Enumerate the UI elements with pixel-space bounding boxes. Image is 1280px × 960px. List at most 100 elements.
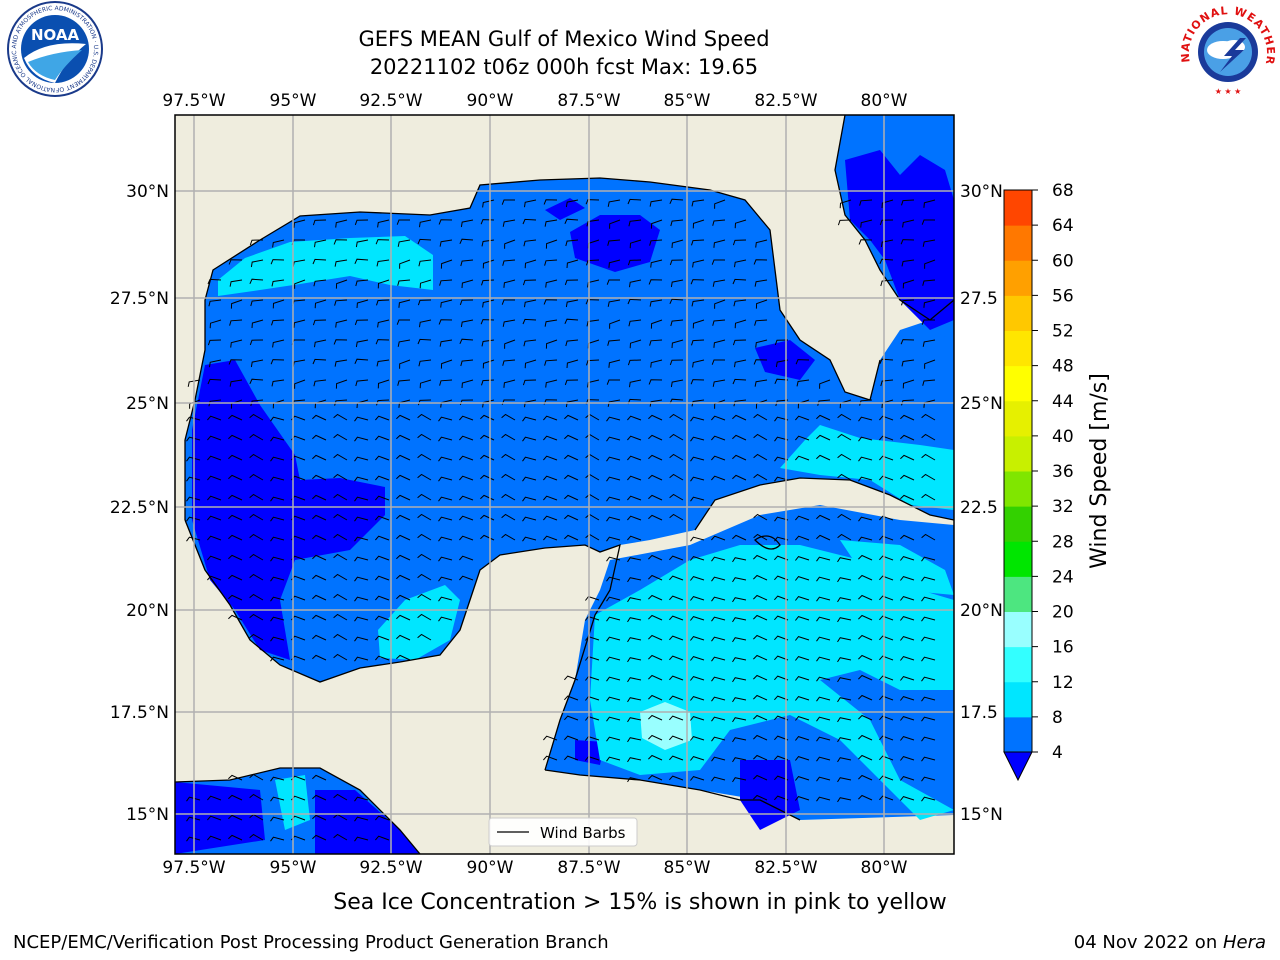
wind-barb [333,453,348,461]
wind-barb [439,279,453,286]
wind-barb [795,616,810,621]
wind-barb [816,736,831,742]
wind-barb [691,239,705,246]
wind-barb [354,496,369,502]
wind-barb [186,816,201,822]
wind-barb [545,279,558,288]
wind-barb [354,219,369,226]
wind-barb [753,473,768,481]
wind-barb [375,455,390,461]
lon-label-bottom: 87.5°W [557,858,620,878]
wind-barb [921,219,935,225]
wind-barb [606,476,621,482]
wind-barb [228,794,243,801]
wind-barb [377,319,390,328]
wind-barb [186,796,201,802]
wind-barb [438,616,453,622]
wind-barb [837,413,852,421]
calm-patch-delta [545,198,585,220]
wind-barb [879,515,894,521]
wind-barb [501,513,516,521]
wind-barb [522,416,537,422]
wind-barb [418,259,432,267]
wind-barb [606,716,621,722]
wind-barb [879,555,894,561]
wind-barb [417,238,432,245]
wind-barb [334,259,348,267]
wind-barb [753,433,768,441]
wind-barb [312,494,327,501]
wind-barb [270,656,285,662]
wind-barb [375,655,390,661]
wind-barb [732,434,747,441]
wind-barb [921,656,936,662]
wind-barb [669,493,684,501]
wind-barb [249,278,264,285]
wind-barb [207,378,222,385]
wind-barb [312,814,327,821]
wind-barb [228,774,243,781]
wind-barb [543,755,558,761]
wind-barb [270,576,285,582]
wind-barb [753,654,768,661]
wind-barb [648,379,663,385]
wind-barb [354,258,369,265]
wind-barb [690,476,705,482]
wind-barb [755,339,768,348]
wind-barb [607,399,621,407]
wind-barb [858,774,873,781]
wind-barb [375,815,390,821]
wind-barb [606,656,621,662]
wind-barb [921,576,936,582]
colorbar-segment [1004,225,1032,261]
wind-barb [354,836,369,842]
wind-barb [186,496,201,502]
wind-barb [692,259,705,268]
wind-barb [648,279,663,285]
wind-barb [586,219,600,227]
wind-barb [272,339,285,348]
wind-barb [564,675,579,681]
wind-barb [795,736,810,741]
wind-barb [608,359,621,368]
wind-barb [900,239,915,245]
colorbar-tick-label: 52 [1052,322,1074,342]
wind-barb [501,199,515,205]
wind-barb [900,756,915,761]
wind-barb [690,536,705,542]
moderate-patch-cuba-south [840,540,954,595]
wind-barb [504,239,516,249]
wind-barb [522,476,537,482]
wind-barb [858,476,873,482]
wind-barb [900,434,915,441]
wind-barb [586,259,600,266]
wind-barb [249,833,264,841]
colorbar-extend [1003,751,1033,782]
wind-barb [692,219,705,229]
wind-barb [690,736,705,741]
wind-barb [753,413,768,421]
wind-barb [270,359,285,365]
wind-barb [522,456,537,462]
wind-barb [711,259,725,265]
wind-barb [901,199,915,206]
wind-barb [629,339,642,349]
wind-barb [648,694,663,701]
wind-barb [312,454,327,461]
lat-label-left: 25°N [126,394,169,414]
wind-barb [543,475,558,481]
colorbar-segment [1004,681,1032,718]
wind-barb [879,575,894,581]
wind-barb [648,774,663,781]
wind-barb [669,655,684,661]
wind-barb [249,793,264,801]
wind-barb [333,573,348,581]
wind-barb [732,677,747,683]
wind-barb [355,339,369,348]
wind-barb [207,815,222,821]
wind-barb [376,359,390,367]
wind-barb [522,536,537,542]
wind-barb [648,614,663,621]
wind-barb [816,434,831,441]
wind-barb [312,794,327,801]
